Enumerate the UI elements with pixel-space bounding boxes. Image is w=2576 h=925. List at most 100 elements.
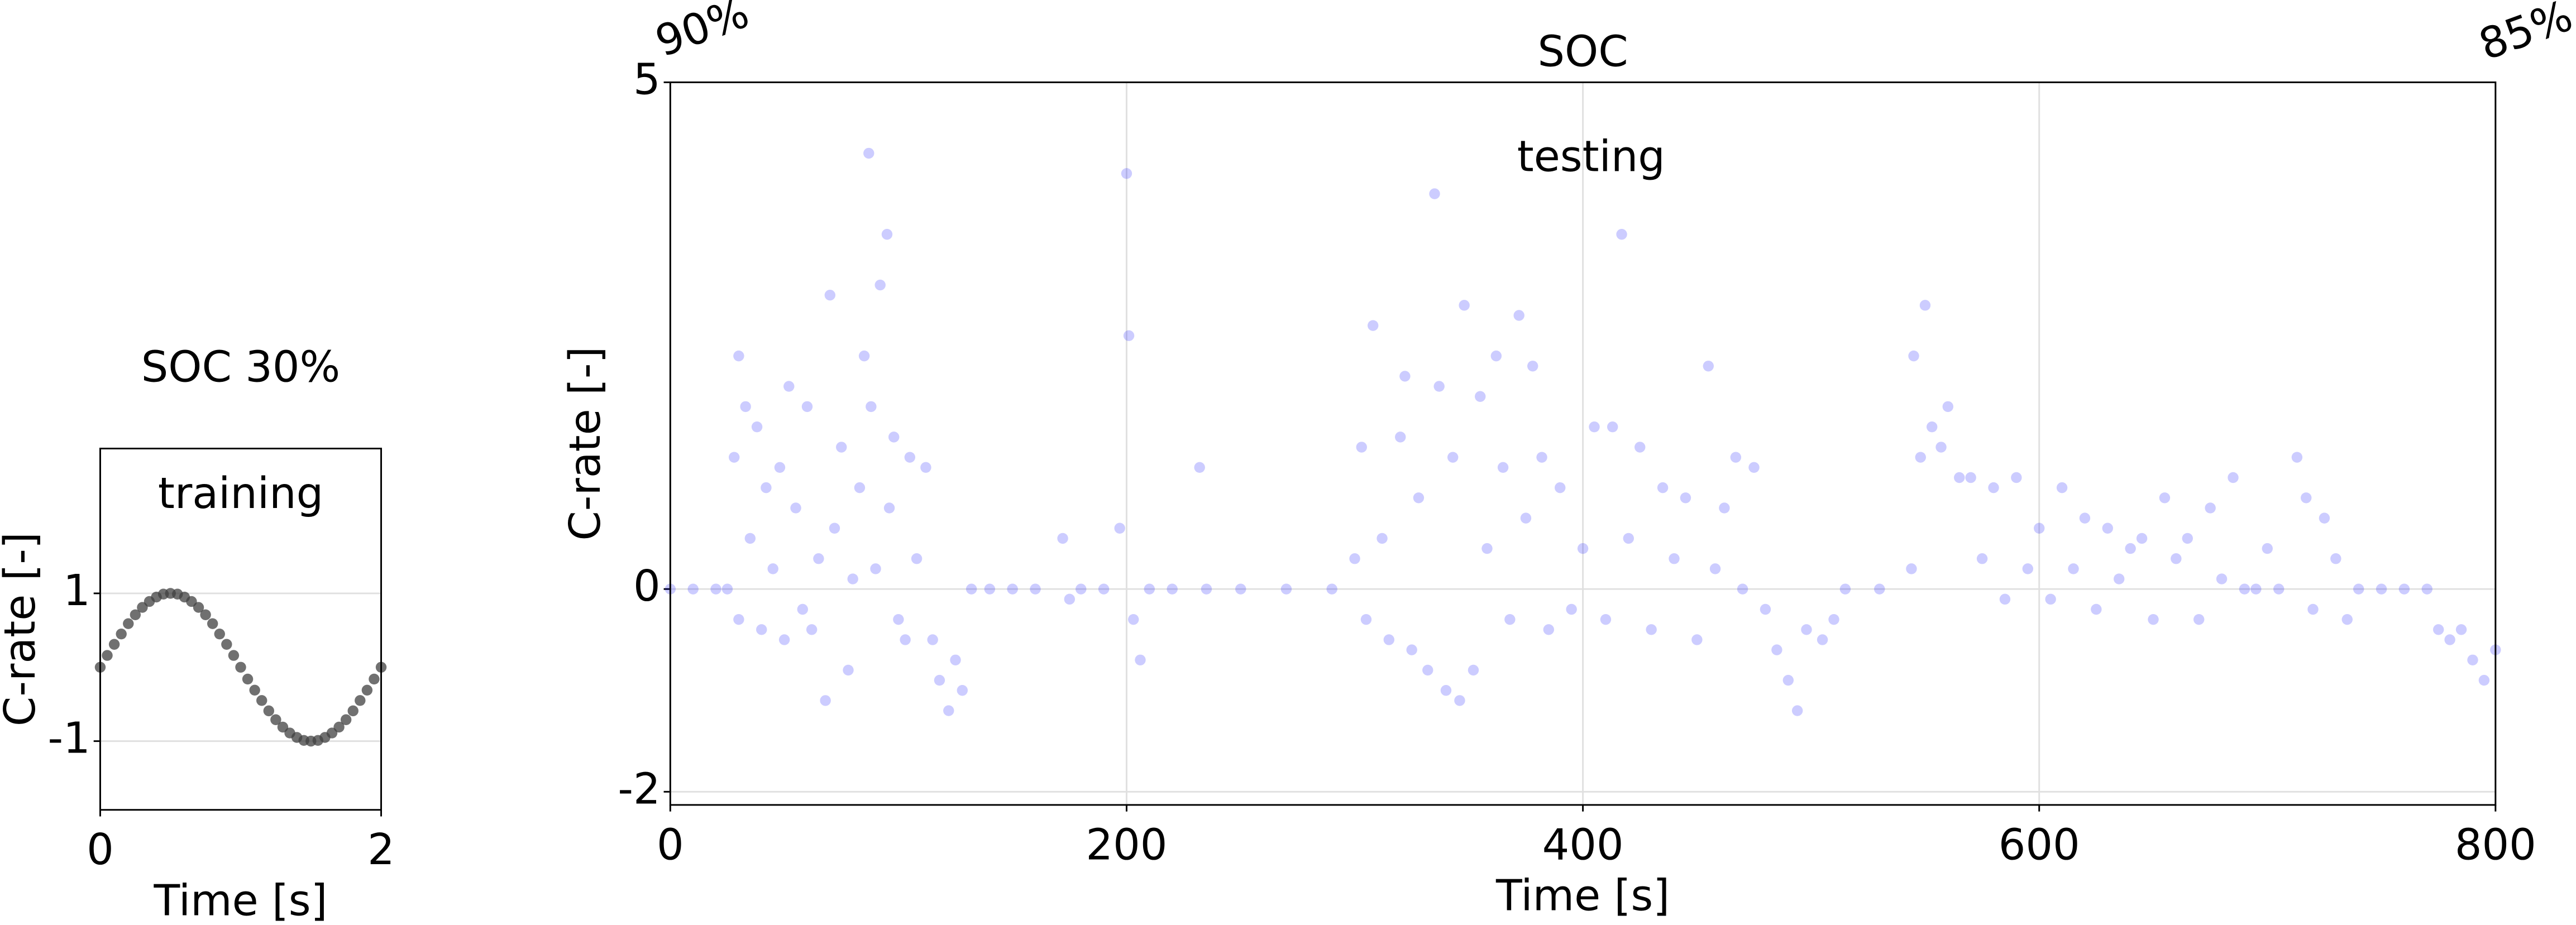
data-point	[820, 695, 831, 706]
data-point	[1429, 188, 1440, 199]
data-point	[355, 695, 366, 706]
data-point	[2432, 624, 2444, 635]
data-point	[263, 705, 275, 717]
x-axis-label: Time [s]	[153, 876, 327, 925]
data-point	[824, 289, 836, 301]
data-point	[2068, 563, 2079, 574]
data-point	[1468, 664, 1479, 676]
data-point	[904, 452, 916, 463]
data-point	[193, 602, 204, 613]
x-tick-label: 0	[87, 825, 114, 875]
data-point	[2125, 543, 2136, 554]
x-tick-label: 2	[367, 825, 395, 875]
data-point	[369, 673, 380, 685]
data-point	[1395, 432, 1406, 443]
x-tick-label: 600	[1999, 820, 2080, 870]
data-point	[854, 482, 866, 493]
data-point	[950, 654, 961, 665]
data-point	[1817, 634, 1828, 645]
data-point	[1942, 401, 1953, 413]
data-point	[1839, 583, 1851, 595]
data-point	[1057, 533, 1068, 544]
data-point	[2444, 634, 2455, 645]
data-point	[2114, 573, 2125, 584]
data-point	[863, 147, 874, 159]
x-tick-label: 200	[1086, 820, 1167, 870]
chart-title: SOC	[1538, 27, 1628, 76]
data-point	[813, 553, 824, 564]
data-point	[783, 381, 795, 392]
data-point	[744, 533, 756, 544]
data-point	[2376, 583, 2387, 595]
data-point	[1064, 593, 1076, 605]
data-point	[1406, 644, 1417, 655]
data-point	[721, 583, 733, 595]
data-point	[2056, 482, 2068, 493]
data-point	[774, 462, 786, 473]
data-point	[214, 629, 225, 640]
data-point	[1623, 533, 1635, 544]
data-point	[249, 684, 260, 696]
data-point	[1520, 512, 1532, 524]
data-point	[1527, 361, 1538, 372]
data-point	[756, 624, 767, 635]
data-point	[733, 614, 744, 625]
data-point	[790, 502, 801, 514]
start-label: 90%	[649, 0, 756, 67]
data-point	[1657, 482, 1669, 493]
data-point	[1691, 634, 1703, 645]
data-point	[1782, 674, 1794, 686]
data-point	[228, 650, 240, 661]
data-point	[1760, 603, 1771, 615]
data-point	[347, 705, 359, 717]
data-point	[108, 639, 120, 650]
data-point	[2455, 624, 2467, 635]
data-point	[729, 452, 740, 463]
data-point	[1490, 350, 1502, 362]
data-point	[1280, 583, 1292, 595]
data-point	[2478, 674, 2490, 686]
data-point	[130, 609, 141, 621]
data-point	[1194, 462, 1205, 473]
data-point	[1326, 583, 1337, 595]
data-point	[1367, 320, 1379, 331]
data-point	[1121, 168, 1132, 179]
data-point	[1988, 482, 1999, 493]
data-point	[2467, 654, 2478, 665]
data-point	[778, 634, 790, 645]
data-point	[270, 714, 281, 725]
data-point	[2262, 543, 2273, 554]
data-point	[2171, 553, 2182, 564]
data-point	[1399, 371, 1411, 382]
x-axis-label: Time [s]	[1495, 871, 1670, 921]
data-point	[221, 639, 232, 650]
chart-title: SOC 30%	[141, 342, 340, 392]
data-point	[1481, 543, 1493, 554]
data-point	[1349, 553, 1360, 564]
y-axis-label: C-rate [-]	[561, 347, 610, 541]
data-point	[1915, 452, 1926, 463]
x-tick-label: 800	[2455, 820, 2536, 870]
data-point	[1646, 624, 1657, 635]
data-point	[1589, 421, 1600, 433]
data-point	[1607, 421, 1618, 433]
data-point	[1999, 593, 2011, 605]
data-point	[340, 714, 352, 725]
end-label: 85%	[2473, 0, 2576, 70]
data-point	[710, 583, 721, 595]
data-point	[687, 583, 699, 595]
data-point	[333, 721, 345, 733]
data-point	[733, 350, 744, 362]
data-point	[2091, 603, 2102, 615]
data-point	[751, 421, 763, 433]
data-point	[883, 502, 895, 514]
data-point	[2301, 492, 2312, 504]
data-point	[1748, 462, 1760, 473]
data-point	[1919, 300, 1931, 311]
data-point	[361, 684, 373, 696]
data-point	[767, 563, 778, 574]
data-point	[1413, 492, 1425, 504]
data-point	[843, 664, 854, 676]
data-point	[2228, 472, 2239, 483]
data-point	[2307, 603, 2319, 615]
